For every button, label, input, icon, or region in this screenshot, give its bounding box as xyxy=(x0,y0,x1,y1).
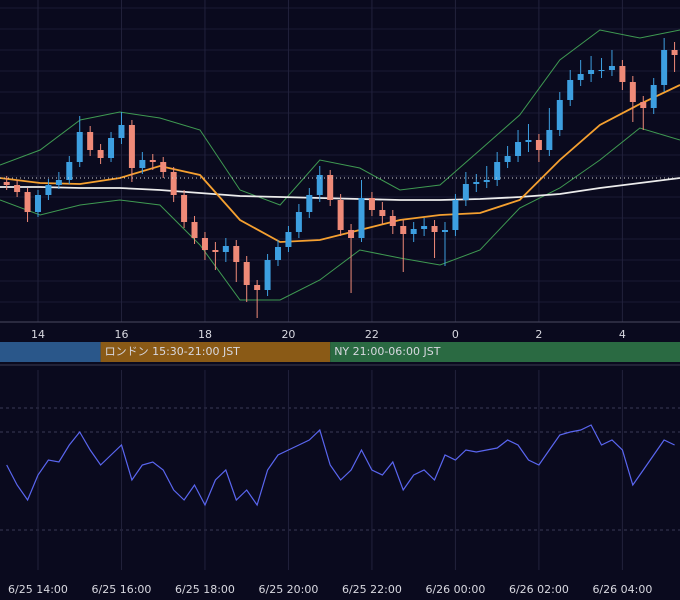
x-tick-label: 6/25 20:00 xyxy=(258,583,318,596)
x-tick-label: 14 xyxy=(31,328,45,341)
candle-body xyxy=(264,260,271,290)
x-tick-label: 6/26 02:00 xyxy=(509,583,569,596)
candle-body xyxy=(139,160,146,168)
candle-body xyxy=(97,150,104,158)
x-tick-label: 6/26 00:00 xyxy=(425,583,485,596)
candle-body xyxy=(525,140,532,142)
candle-body xyxy=(431,226,438,232)
candle-body xyxy=(421,226,428,229)
indicator-line xyxy=(0,84,680,243)
candle-body xyxy=(671,50,678,55)
session-band xyxy=(0,342,101,362)
x-tick-label: 0 xyxy=(452,328,459,341)
candle-body xyxy=(441,230,448,232)
candle-body xyxy=(160,162,167,172)
candle-body xyxy=(128,125,135,168)
x-tick-label: 6/25 16:00 xyxy=(92,583,152,596)
session-label: NY 21:00-06:00 JST xyxy=(334,345,441,358)
candle-body xyxy=(87,132,94,150)
candle-body xyxy=(181,195,188,222)
candle-body xyxy=(462,184,469,200)
candle-body xyxy=(348,230,355,238)
x-tick-label: 6/25 14:00 xyxy=(8,583,68,596)
candle-body xyxy=(212,250,219,252)
x-tick-label: 4 xyxy=(619,328,626,341)
candle-body xyxy=(661,50,668,85)
candle-body xyxy=(358,198,365,238)
candle-body xyxy=(191,222,198,238)
candle-body xyxy=(619,66,626,82)
candle-body xyxy=(149,160,156,162)
candle-body xyxy=(24,192,31,212)
candle-body xyxy=(316,175,323,195)
candle-body xyxy=(76,132,83,162)
candle-body xyxy=(222,246,229,252)
candle-body xyxy=(546,130,553,150)
candle-body xyxy=(379,210,386,216)
candle-body xyxy=(55,180,62,185)
candle-body xyxy=(66,162,73,180)
candle-body xyxy=(650,85,657,108)
candle-body xyxy=(45,185,52,195)
candle-body xyxy=(368,198,375,210)
candle-body xyxy=(515,142,522,156)
candle-body xyxy=(295,212,302,232)
candle-body xyxy=(588,70,595,74)
x-tick-label: 22 xyxy=(365,328,379,341)
candle-body xyxy=(567,80,574,100)
candle-body xyxy=(556,100,563,130)
candle-body xyxy=(275,247,282,260)
x-tick-label: 16 xyxy=(114,328,128,341)
candle-body xyxy=(473,182,480,184)
candle-body xyxy=(108,138,115,158)
x-tick-label: 20 xyxy=(281,328,295,341)
candle-body xyxy=(410,229,417,234)
session-band xyxy=(330,342,680,362)
candle-body xyxy=(400,226,407,234)
candle-body xyxy=(389,216,396,226)
candle-body xyxy=(504,156,511,162)
candle-body xyxy=(233,246,240,262)
x-tick-label: 2 xyxy=(535,328,542,341)
candle-body xyxy=(306,195,313,212)
x-tick-label: 18 xyxy=(198,328,212,341)
candle-body xyxy=(452,200,459,230)
candle-body xyxy=(118,125,125,138)
indicator-line xyxy=(0,177,680,201)
candle-body xyxy=(494,162,501,180)
candle-body xyxy=(243,262,250,285)
candle-body xyxy=(327,175,334,200)
session-label: ロンドン 15:30-21:00 JST xyxy=(105,345,241,358)
candle-body xyxy=(3,182,10,185)
candle-body xyxy=(608,66,615,70)
candle-body xyxy=(170,172,177,195)
candle-body xyxy=(201,238,208,250)
candle-body xyxy=(640,102,647,108)
candle-body xyxy=(483,180,490,182)
session-band xyxy=(100,342,331,362)
candle-body xyxy=(577,74,584,80)
candle-body xyxy=(535,140,542,150)
candle-body xyxy=(34,195,41,212)
oscillator-line xyxy=(6,424,675,507)
indicator-line xyxy=(0,127,680,301)
x-tick-label: 6/26 04:00 xyxy=(592,583,652,596)
candle-body xyxy=(254,285,261,290)
x-tick-label: 6/25 18:00 xyxy=(175,583,235,596)
indicator-line xyxy=(0,29,680,206)
candle-body xyxy=(598,70,605,71)
candle-body xyxy=(337,200,344,230)
x-tick-label: 6/25 22:00 xyxy=(342,583,402,596)
candle-body xyxy=(285,232,292,247)
candle-body xyxy=(14,185,21,192)
candle-body xyxy=(629,82,636,102)
